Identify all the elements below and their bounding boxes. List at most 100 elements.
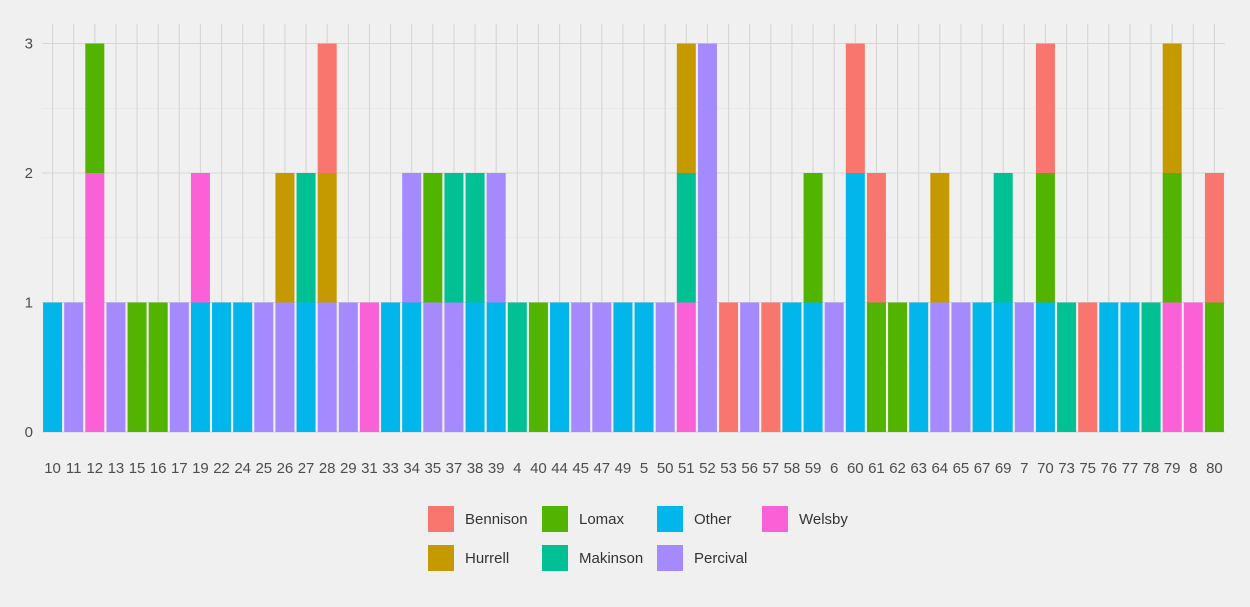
x-tick-label: 29 <box>340 460 357 477</box>
legend-label: Lomax <box>579 511 625 528</box>
bar-segment: 76 <box>1099 302 1119 432</box>
bar-segment: 79 <box>1162 173 1182 303</box>
x-tick-label: 61 <box>868 460 885 477</box>
x-tick-label: 11 <box>66 460 82 477</box>
legend-swatch <box>542 506 568 532</box>
bar-segment: 37 <box>444 302 464 432</box>
bar-segment: 64 <box>930 302 950 432</box>
legend-swatch <box>657 506 683 532</box>
x-tick-label: 13 <box>108 460 125 477</box>
bar-segment: 12 <box>85 173 105 432</box>
legend-label: Percival <box>694 550 747 567</box>
x-tick-label: 51 <box>678 460 695 477</box>
x-tick-label: 17 <box>171 460 188 477</box>
legend-item: Percival <box>657 545 747 571</box>
bar-segment: 28 <box>317 302 337 432</box>
x-tick-label: 67 <box>974 460 991 477</box>
bar-segment: 61 <box>866 173 886 303</box>
y-tick-label: 1 <box>25 295 33 312</box>
x-tick-label: 62 <box>889 460 906 477</box>
bar-segment: 22 <box>212 302 232 432</box>
bar-segment: 57 <box>761 302 781 432</box>
bar-segment: 58 <box>782 302 802 432</box>
x-tick-label: 77 <box>1122 460 1139 477</box>
bar-segment: 4 <box>507 302 527 432</box>
x-axis-tick-labels: 10 11 12 13 15 16 17 19 22 24 25 26 27 28 29 31 33 34 35 37… <box>44 460 1223 477</box>
x-tick-label: 33 <box>382 460 399 477</box>
x-tick-label: 57 <box>762 460 779 477</box>
bar-segment: 52 <box>697 43 717 432</box>
bar-segment: 19 <box>190 302 210 432</box>
bar-segment: 27 <box>296 302 316 432</box>
bar-segment: 28 <box>317 43 337 173</box>
legend-label: Hurrell <box>465 550 509 567</box>
legend-item: Hurrell <box>428 545 509 571</box>
x-tick-label: 79 <box>1164 460 1181 477</box>
x-tick-label: 60 <box>847 460 864 477</box>
bar-segment: 29 <box>338 302 358 432</box>
legend-item: Bennison <box>428 506 528 532</box>
bar-segment: 70 <box>1035 302 1055 432</box>
x-tick-label: 58 <box>784 460 801 477</box>
bar-segment: 77 <box>1120 302 1140 432</box>
bar-segment: 44 <box>550 302 570 432</box>
legend-label: Other <box>694 511 732 528</box>
bar-segment: 79 <box>1162 302 1182 432</box>
bar-segment: 7 <box>1014 302 1034 432</box>
legend-label: Makinson <box>579 550 643 567</box>
bar-segment: 31 <box>359 302 379 432</box>
bar-segment: 75 <box>1078 302 1098 432</box>
legend-swatch <box>762 506 788 532</box>
bar-segment: 6 <box>824 302 844 432</box>
y-tick-label: 2 <box>25 165 33 182</box>
bar-segment: 16 <box>148 302 168 432</box>
bar-segment: 28 <box>317 173 337 303</box>
x-tick-label: 39 <box>488 460 505 477</box>
legend-item: Lomax <box>542 506 625 532</box>
bar-segment: 51 <box>676 173 696 303</box>
bar-segment: 70 <box>1035 43 1055 173</box>
x-tick-label: 27 <box>298 460 315 477</box>
bar-segment: 62 <box>888 302 908 432</box>
legend-swatch <box>428 545 454 571</box>
bar-segment: 59 <box>803 302 823 432</box>
x-tick-label: 10 <box>44 460 61 477</box>
bar-segment: 64 <box>930 173 950 303</box>
x-tick-label: 40 <box>530 460 547 477</box>
legend-item: Makinson <box>542 545 643 571</box>
x-tick-label: 52 <box>699 460 716 477</box>
bar-segment: 49 <box>613 302 633 432</box>
bar-segment: 26 <box>275 302 295 432</box>
x-tick-label: 59 <box>805 460 822 477</box>
bar-segment: 11 <box>64 302 84 432</box>
bar-segment: 27 <box>296 173 316 303</box>
x-tick-label: 35 <box>424 460 441 477</box>
bar-segment: 61 <box>866 302 886 432</box>
bar-segment: 45 <box>571 302 591 432</box>
x-tick-label: 44 <box>551 460 568 477</box>
x-tick-label: 19 <box>192 460 209 477</box>
bar-segment: 37 <box>444 173 464 303</box>
legend-swatch <box>428 506 454 532</box>
x-tick-label: 24 <box>234 460 251 477</box>
x-tick-label: 16 <box>150 460 167 477</box>
legend-swatch <box>542 545 568 571</box>
bar-segment: 69 <box>993 173 1013 303</box>
x-tick-label: 80 <box>1206 460 1223 477</box>
x-tick-label: 34 <box>403 460 420 477</box>
bar-segment: 47 <box>592 302 612 432</box>
bar-segment: 10 <box>43 302 63 432</box>
legend: Bennison Lomax Other Welsby Hurrell Makinson P… <box>428 506 848 571</box>
bar-segment: 40 <box>528 302 548 432</box>
x-tick-label: 76 <box>1100 460 1117 477</box>
bar-segment: 60 <box>845 173 865 432</box>
bar-segment: 69 <box>993 302 1013 432</box>
bar-segment: 78 <box>1141 302 1161 432</box>
x-tick-label: 64 <box>931 460 948 477</box>
bar-segment: 26 <box>275 173 295 303</box>
bar-segment: 35 <box>423 173 443 303</box>
x-tick-label: 73 <box>1058 460 1075 477</box>
bar-segment: 80 <box>1204 173 1224 303</box>
x-tick-label: 69 <box>995 460 1012 477</box>
